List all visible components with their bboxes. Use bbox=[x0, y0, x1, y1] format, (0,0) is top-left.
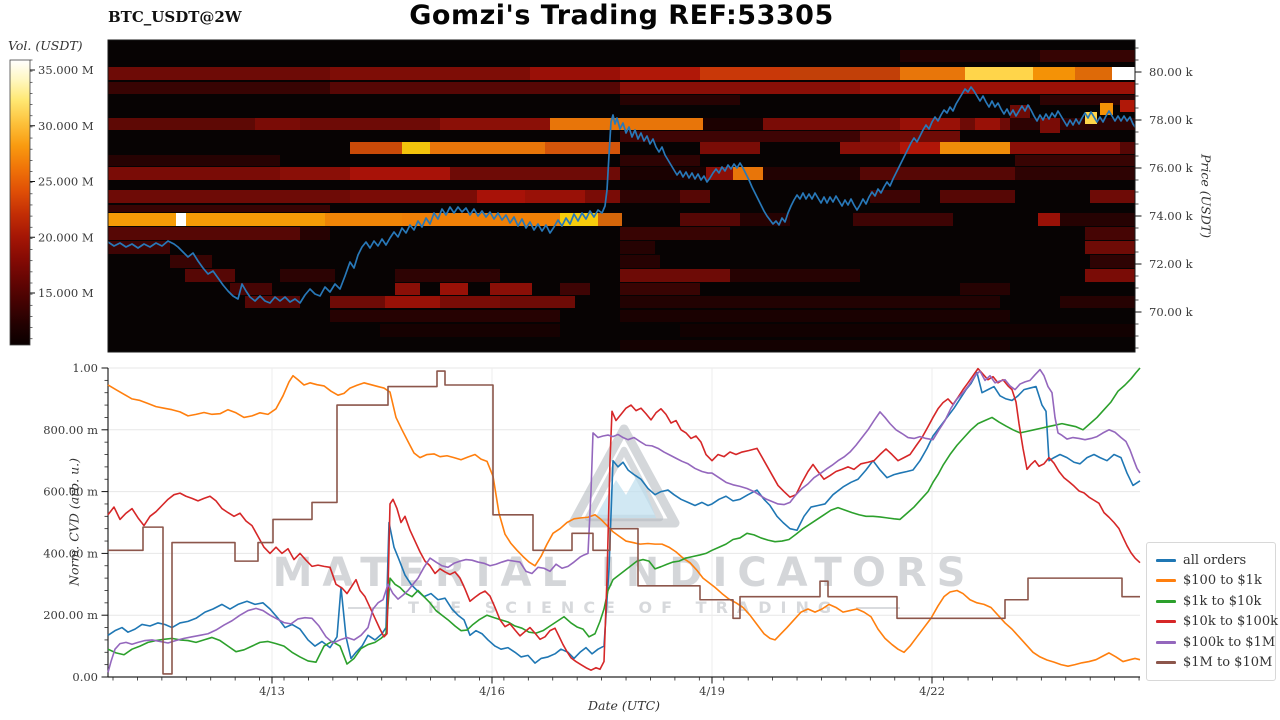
svg-text:78.00 k: 78.00 k bbox=[1149, 113, 1194, 127]
svg-text:600.00 m: 600.00 m bbox=[43, 485, 98, 499]
svg-text:35.000 M: 35.000 M bbox=[38, 63, 94, 77]
svg-text:1.00: 1.00 bbox=[72, 361, 98, 375]
svg-text:70.00 k: 70.00 k bbox=[1149, 305, 1194, 319]
series--100-to-1k bbox=[107, 374, 1141, 667]
legend-swatch-icon bbox=[1156, 558, 1176, 562]
svg-text:4/22: 4/22 bbox=[919, 684, 945, 698]
cvd-x-axis-label: Date (UTC) bbox=[587, 698, 661, 713]
series--10k-to-100k bbox=[107, 367, 1141, 672]
legend-label: all orders bbox=[1183, 552, 1247, 568]
svg-text:20.000 M: 20.000 M bbox=[38, 230, 94, 244]
legend-item: $100 to $1k bbox=[1156, 571, 1266, 592]
heatmap-bands bbox=[108, 50, 1135, 350]
colorbar: 35.000 M 30.000 M 25.000 M 20.000 M 15.000 M bbox=[9, 59, 94, 346]
legend-label: $1M to $10M bbox=[1183, 655, 1273, 671]
svg-text:4/19: 4/19 bbox=[699, 684, 725, 698]
legend: all orders $100 to $1k $1k to $10k $10k to … bbox=[1146, 542, 1278, 681]
svg-text:72.00 k: 72.00 k bbox=[1149, 257, 1194, 271]
svg-text:800.00 m: 800.00 m bbox=[43, 423, 98, 437]
series--100k-to-1M bbox=[107, 368, 1141, 673]
price-axis-ticks: 80.00 k 78.00 k 76.00 k 74.00 k 72.00 k 70.00… bbox=[1135, 47, 1194, 349]
legend-item: $1k to $10k bbox=[1156, 591, 1266, 612]
legend-label: $10k to $100k bbox=[1183, 614, 1278, 630]
series--1k-to-10k bbox=[107, 367, 1141, 665]
svg-text:25.000 M: 25.000 M bbox=[38, 175, 94, 189]
svg-text:200.00 m: 200.00 m bbox=[43, 608, 98, 622]
legend-swatch-icon bbox=[1156, 640, 1176, 644]
legend-swatch-icon bbox=[1156, 620, 1176, 624]
legend-label: $100 to $1k bbox=[1183, 573, 1262, 589]
price-volume-heatmap: 80.00 k 78.00 k 76.00 k 74.00 k 72.00 k 70.00… bbox=[9, 39, 1194, 353]
instrument-label: BTC_USDT@2W bbox=[108, 8, 242, 26]
legend-item: $100k to $1M bbox=[1156, 632, 1275, 653]
svg-text:0.00: 0.00 bbox=[72, 670, 98, 684]
legend-item: all orders bbox=[1156, 550, 1266, 571]
svg-text:74.00 k: 74.00 k bbox=[1149, 209, 1194, 223]
colorbar-label: Vol. (USDT) bbox=[8, 38, 83, 53]
svg-text:4/13: 4/13 bbox=[259, 684, 285, 698]
svg-text:400.00 m: 400.00 m bbox=[43, 546, 98, 560]
cvd-x-ticks: 4/13 4/16 4/19 4/22 bbox=[112, 677, 1140, 698]
cvd-chart-series bbox=[107, 367, 1141, 675]
legend-label: $1k to $10k bbox=[1183, 593, 1262, 609]
page-title: Gomzi's Trading REF:53305 bbox=[409, 0, 834, 31]
heatmap-frame bbox=[107, 39, 1136, 353]
cvd-chart-grid: 1.00 800.00 m 600.00 m 400.00 m 200.00 m 0.00… bbox=[43, 361, 1140, 698]
cvd-series-lines bbox=[107, 367, 1141, 675]
legend-swatch-icon bbox=[1156, 579, 1176, 583]
legend-item: $10k to $100k bbox=[1156, 612, 1278, 633]
legend-item: $1M to $10M bbox=[1156, 653, 1272, 674]
legend-swatch-icon bbox=[1156, 661, 1176, 665]
legend-label: $100k to $1M bbox=[1183, 634, 1276, 650]
series--1M-to-10M bbox=[108, 370, 1140, 675]
series-all-orders bbox=[107, 371, 1141, 664]
cvd-y-ticks: 1.00 800.00 m 600.00 m 400.00 m 200.00 m 0.00 bbox=[43, 361, 108, 684]
svg-text:15.000 M: 15.000 M bbox=[38, 286, 94, 300]
svg-text:30.000 M: 30.000 M bbox=[38, 119, 94, 133]
svg-text:4/16: 4/16 bbox=[479, 684, 505, 698]
svg-text:76.00 k: 76.00 k bbox=[1149, 161, 1194, 175]
legend-swatch-icon bbox=[1156, 599, 1176, 603]
colorbar-gradient bbox=[9, 59, 31, 346]
svg-text:80.00 k: 80.00 k bbox=[1149, 65, 1194, 79]
price-line bbox=[108, 86, 1135, 304]
